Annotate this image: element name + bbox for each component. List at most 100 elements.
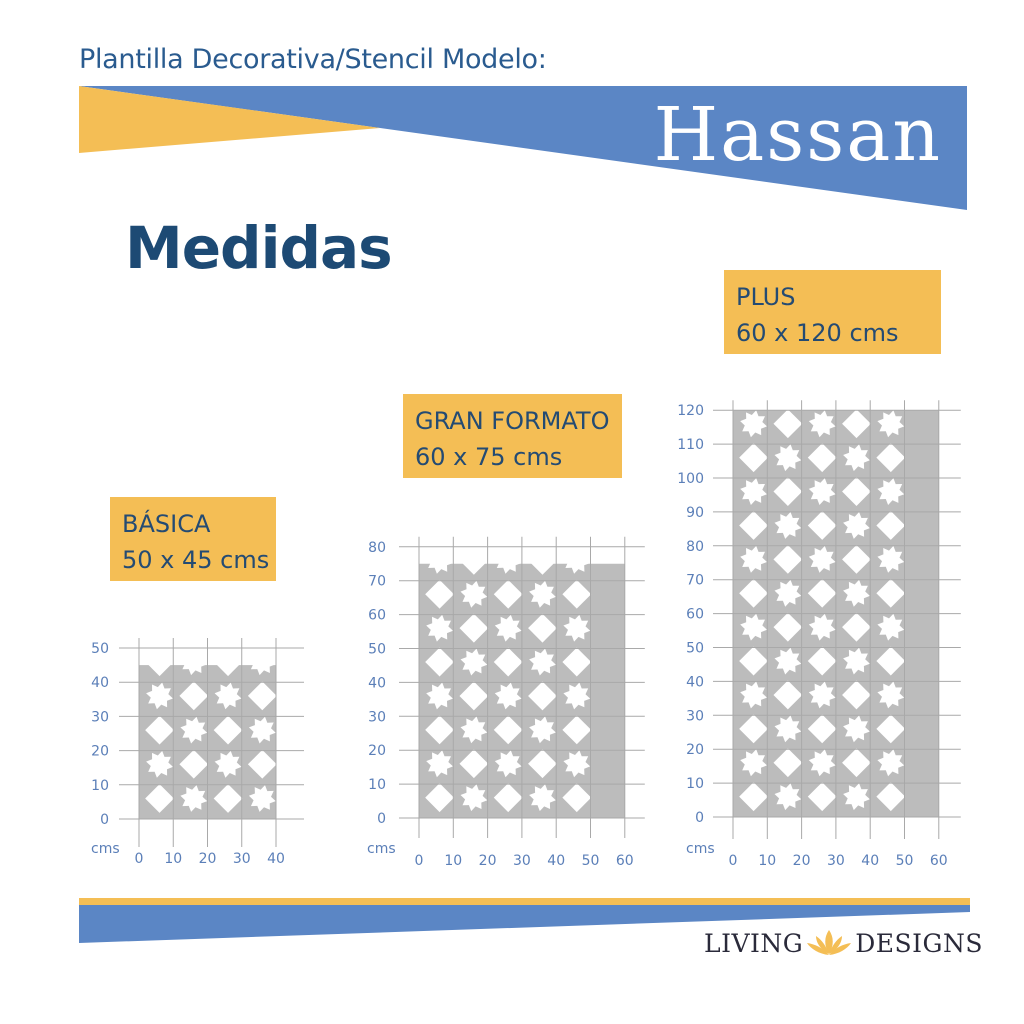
- pattern-diamond: [179, 681, 209, 711]
- pattern-star: [248, 648, 276, 676]
- y-tick-label: 70: [686, 573, 704, 589]
- pattern-star: [843, 579, 870, 607]
- size-label-basica: BÁSICA 50 x 45 cms: [110, 497, 276, 581]
- pattern-diamond: [842, 612, 871, 642]
- y-tick-label: 50: [91, 641, 109, 657]
- x-tick-label: 0: [729, 853, 738, 869]
- pattern-diamond: [145, 784, 174, 813]
- y-tick-label: 40: [686, 674, 704, 690]
- pattern-star: [494, 546, 522, 574]
- x-tick-label: 20: [793, 853, 811, 869]
- pattern-diamond: [876, 646, 906, 676]
- pattern-star: [494, 682, 522, 710]
- pattern-star: [426, 614, 453, 642]
- pattern-star: [494, 750, 522, 778]
- pattern-diamond: [876, 443, 906, 473]
- pattern-diamond: [179, 749, 209, 779]
- pattern-star: [460, 716, 488, 744]
- pattern-diamond: [876, 511, 906, 540]
- pattern-star: [808, 545, 836, 573]
- pattern-diamond: [842, 748, 871, 778]
- pattern-star: [740, 613, 767, 641]
- size-name: BÁSICA: [122, 510, 211, 538]
- pattern-star: [808, 613, 836, 641]
- y-tick-label: 0: [100, 812, 109, 828]
- pattern-star: [774, 512, 802, 539]
- pattern-diamond: [876, 782, 906, 812]
- pattern-diamond: [807, 782, 837, 812]
- pattern-diamond: [145, 647, 174, 677]
- pattern-star: [740, 749, 767, 777]
- size-name: PLUS: [736, 283, 796, 311]
- pattern-star: [843, 444, 870, 472]
- y-tick-label: 10: [686, 776, 704, 792]
- pattern-diamond: [493, 647, 523, 677]
- pattern-diamond: [247, 749, 277, 779]
- lotus-icon: [807, 930, 852, 955]
- pattern-diamond: [739, 511, 768, 540]
- pattern-diamond: [562, 715, 592, 745]
- pattern-star: [180, 716, 208, 744]
- brand-left: LIVING: [704, 929, 804, 958]
- x-tick-label: 0: [415, 853, 424, 869]
- axis-unit-label: cms: [91, 841, 120, 857]
- pattern-diamond: [562, 647, 592, 677]
- x-tick-label: 50: [896, 853, 914, 869]
- pattern-diamond: [528, 749, 557, 779]
- pattern-diamond: [213, 647, 243, 677]
- pattern-star: [248, 716, 276, 744]
- pattern-diamond: [459, 681, 489, 711]
- y-tick-label: 60: [368, 608, 386, 624]
- pattern-star: [563, 750, 591, 778]
- y-tick-label: 90: [686, 505, 704, 521]
- pattern-diamond: [773, 748, 803, 778]
- pattern-star: [740, 478, 767, 505]
- pattern-diamond: [807, 646, 837, 676]
- y-tick-label: 50: [368, 642, 386, 658]
- pattern-diamond: [145, 715, 174, 745]
- footer-gold-stripe: [79, 898, 970, 906]
- x-tick-label: 10: [758, 853, 776, 869]
- pattern-diamond: [773, 612, 803, 642]
- pattern-diamond: [807, 714, 837, 744]
- pattern-star: [529, 648, 556, 676]
- x-tick-label: 30: [233, 851, 251, 867]
- y-tick-label: 110: [677, 437, 704, 453]
- x-tick-label: 20: [479, 853, 497, 869]
- brand-right: DESIGNS: [855, 929, 984, 958]
- pattern-star: [460, 580, 488, 608]
- pattern-diamond: [562, 783, 592, 813]
- brand-logo: LIVING DESIGNS: [704, 928, 983, 958]
- pattern-star: [808, 749, 836, 777]
- pattern-star: [529, 784, 556, 812]
- pattern-star: [740, 410, 767, 438]
- pattern-star: [774, 715, 802, 743]
- pattern-star: [146, 682, 173, 710]
- y-tick-label: 20: [368, 743, 386, 759]
- size-dims: 50 x 45 cms: [122, 546, 270, 574]
- pattern-star: [843, 647, 870, 675]
- pattern-diamond: [493, 579, 523, 609]
- x-tick-label: 30: [827, 853, 845, 869]
- pattern-diamond: [425, 783, 454, 813]
- y-tick-label: 30: [686, 708, 704, 724]
- banner-gold-shape: [79, 86, 380, 153]
- pattern-diamond: [247, 681, 277, 711]
- pattern-diamond: [562, 579, 592, 609]
- pattern-diamond: [739, 782, 768, 812]
- pattern-diamond: [213, 784, 243, 813]
- pattern-diamond: [773, 544, 803, 574]
- pattern-star: [180, 785, 208, 812]
- pattern-star: [774, 783, 802, 811]
- pattern-diamond: [459, 545, 489, 575]
- pattern-star: [877, 545, 905, 573]
- pattern-diamond: [807, 443, 837, 473]
- pattern-diamond: [493, 783, 523, 813]
- x-tick-label: 40: [861, 853, 879, 869]
- pattern-star: [877, 613, 905, 641]
- pattern-diamond: [739, 443, 768, 473]
- y-tick-label: 30: [368, 709, 386, 725]
